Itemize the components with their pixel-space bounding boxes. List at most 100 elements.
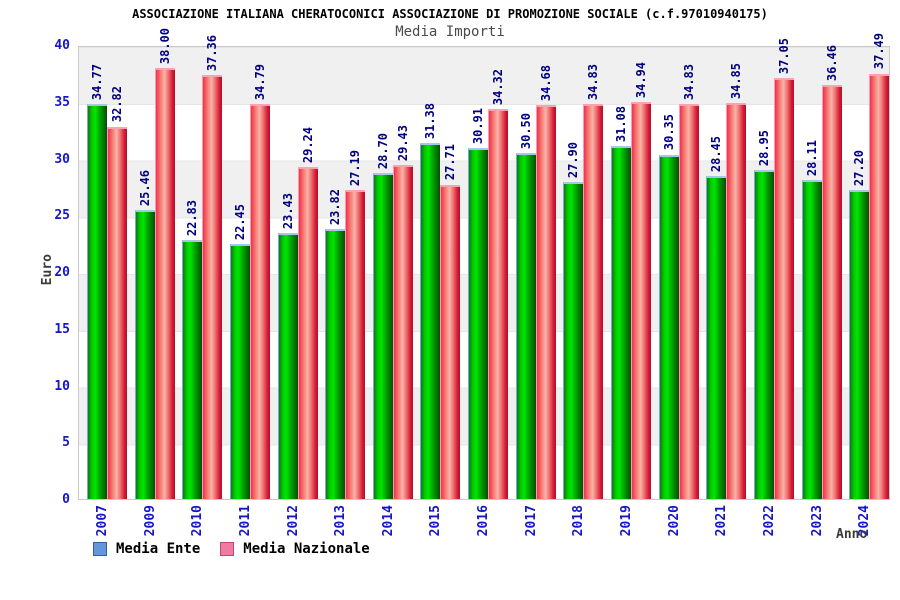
y-tick-label: 25 [54, 208, 70, 224]
bar-group: 31.38 27.71 2015 [412, 47, 461, 536]
bar-media-ente [229, 244, 250, 499]
bar-group: 28.70 29.43 2014 [365, 47, 413, 536]
bar-value-label: 34.77 [90, 64, 104, 101]
y-tick-label: 10 [54, 378, 70, 394]
bar-value-label: 28.45 [709, 135, 724, 173]
bar-value-label: 27.19 [348, 150, 363, 187]
bar-group: 23.82 27.19 2013 [317, 47, 366, 536]
bar-media-ente [706, 176, 727, 499]
bar-value-label: 27.71 [443, 144, 458, 181]
x-tick-label: 2015 [428, 505, 444, 537]
x-tick-label: 2020 [666, 505, 682, 537]
bar-media-ente [420, 142, 441, 499]
bar-value-label: 27.20 [852, 150, 867, 187]
bar-media-nazionale [583, 103, 604, 499]
bar-media-ente [658, 154, 679, 499]
bar-group: 27.90 34.83 2018 [555, 47, 604, 536]
y-tick-label: 5 [62, 435, 70, 451]
bar-media-nazionale [821, 85, 842, 499]
bar-media-ente [468, 148, 489, 499]
bar-media-nazionale [107, 126, 127, 499]
x-tick-label: 2013 [333, 505, 349, 537]
bar-value-label: 34.83 [586, 63, 601, 100]
bar-value-label: 31.08 [614, 106, 629, 143]
bar-media-nazionale [535, 105, 556, 499]
bar-value-label: 37.05 [776, 38, 791, 75]
bar-media-nazionale [726, 103, 747, 499]
bar-group: 22.83 37.36 2010 [174, 35, 223, 536]
bar-media-nazionale [297, 167, 318, 499]
bar-media-nazionale [249, 104, 270, 499]
legend: Media Ente Media Nazionale [93, 541, 370, 557]
x-axis-title: Anno [836, 527, 868, 542]
y-tick-label: 20 [54, 265, 70, 280]
plot-area: 34.77 32.82 2007 25.46 38.00 2009 22.83 37.36 20… [78, 28, 890, 536]
y-tick-label: 0 [62, 492, 70, 507]
legend-item-media-nazionale: Media Nazionale [220, 541, 370, 557]
bar-media-ente [801, 179, 822, 499]
bar-group: 27.20 37.49 2024 [841, 33, 890, 536]
bar-media-nazionale [488, 109, 509, 499]
legend-swatch-media-ente-icon [93, 542, 107, 556]
y-tick-label: 35 [54, 94, 70, 110]
y-tick-label: 40 [54, 38, 70, 53]
legend-swatch-media-nazionale-icon [220, 542, 235, 556]
y-tick-label: 15 [54, 321, 70, 337]
x-tick-label: 2011 [237, 505, 253, 537]
bar-value-label: 34.83 [681, 63, 696, 100]
bar-media-ente [325, 228, 346, 499]
bar-group: 34.77 32.82 2007 [79, 47, 127, 536]
bar-group: 22.45 34.79 2011 [222, 47, 270, 536]
x-tick-label: 2010 [190, 505, 206, 537]
bar-group: 30.35 34.83 2020 [651, 47, 699, 536]
bar-media-nazionale [773, 78, 794, 499]
x-tick-label: 2009 [142, 505, 158, 537]
bar-value-label: 30.91 [471, 108, 486, 145]
x-tick-label: 2023 [809, 505, 825, 537]
bar-value-label: 29.24 [300, 127, 315, 164]
bar-value-label: 28.11 [804, 139, 819, 176]
bar-value-label: 30.50 [518, 112, 533, 149]
bar-value-label: 30.35 [661, 114, 676, 151]
bar-media-nazionale [869, 73, 890, 499]
bar-value-label: 29.43 [395, 124, 410, 161]
bar-value-label: 23.82 [328, 188, 343, 225]
bar-media-ente [87, 104, 107, 499]
x-tick-label: 2019 [619, 505, 635, 537]
bar-media-ente [277, 233, 298, 499]
x-tick-label: 2012 [285, 505, 301, 537]
bar-media-nazionale [345, 190, 366, 499]
bar-media-ente [134, 210, 155, 499]
bar-group: 28.45 34.85 2021 [698, 47, 747, 536]
bar-value-label: 34.94 [634, 62, 649, 99]
bar-group: 30.91 34.32 2016 [460, 47, 509, 536]
chart-subtitle: Media Importi [395, 24, 505, 40]
bar-value-label: 23.43 [280, 192, 295, 230]
bar-group: 28.11 36.46 2023 [794, 45, 842, 536]
bar-group: 25.46 38.00 2009 [127, 28, 175, 536]
legend-label-media-ente: Media Ente [116, 541, 201, 557]
bar-group: 28.95 37.05 2022 [746, 38, 794, 536]
bar-value-label: 37.49 [872, 33, 887, 70]
bar-media-nazionale [678, 103, 699, 499]
bar-value-label: 31.38 [423, 102, 438, 139]
bar-media-ente [372, 173, 393, 499]
bar-value-label: 36.46 [824, 45, 839, 82]
plot-groups: 34.77 32.82 2007 25.46 38.00 2009 22.83 37.36 20… [79, 28, 890, 536]
bar-media-nazionale [154, 67, 175, 499]
bar-media-ente [753, 170, 774, 499]
bar-value-label: 34.32 [491, 69, 506, 106]
chart-title: ASSOCIAZIONE ITALIANA CHERATOCONICI ASSO… [132, 7, 768, 21]
bar-value-label: 25.46 [137, 169, 152, 207]
bar-value-label: 22.45 [232, 204, 247, 241]
bar-group: 30.50 34.68 2017 [508, 47, 556, 536]
bar-media-ente [611, 146, 632, 499]
x-tick-label: 2021 [714, 505, 730, 537]
bar-group: 23.43 29.24 2012 [270, 47, 318, 536]
bar-media-ente [563, 182, 584, 499]
bar-media-nazionale [631, 102, 652, 499]
bar-value-label: 22.83 [185, 199, 200, 236]
x-tick-label: 2022 [761, 505, 777, 537]
bar-value-label: 34.85 [729, 63, 744, 100]
bar-media-nazionale [440, 184, 461, 499]
